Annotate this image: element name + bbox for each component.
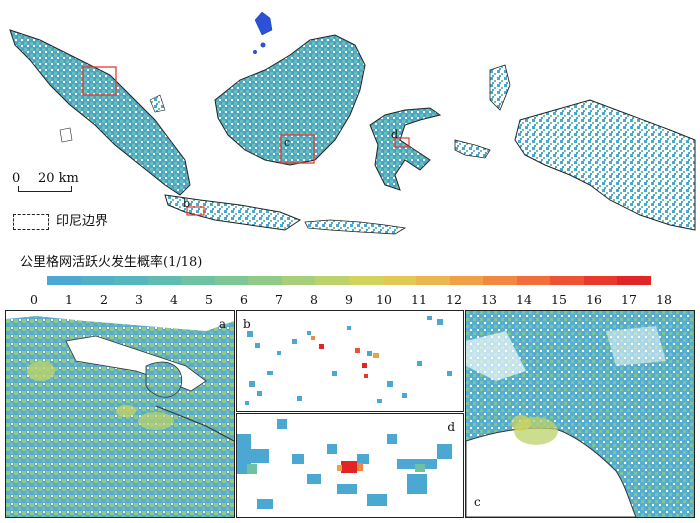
colorbar-tick-label: 7: [275, 292, 283, 307]
indonesia-fire-map: [9, 11, 696, 235]
inset-c-locator: [280, 134, 315, 164]
panel-d-label: d: [447, 420, 455, 434]
colorbar-tick-label: 3: [135, 292, 143, 307]
colorbar-tick-label: 15: [551, 292, 567, 307]
colorbar-tick-label: 4: [170, 292, 178, 307]
colorbar-tick-label: 10: [376, 292, 392, 307]
colorbar-segment: [382, 276, 417, 285]
colorbar-segment: [349, 276, 384, 285]
colorbar-segment: [80, 276, 115, 285]
panel-b-label: b: [243, 317, 251, 331]
colorbar-tick-label: 12: [446, 292, 462, 307]
colorbar-segment: [281, 276, 316, 285]
inset-b-locator: [186, 206, 205, 216]
inset-c-locator-label: c: [284, 136, 291, 149]
colorbar-segment: [416, 276, 451, 285]
colorbar-tick-label: 0: [30, 292, 38, 307]
panel-b: b: [236, 310, 464, 412]
nusa-tenggara: [304, 219, 407, 235]
colorbar-tick-label: 6: [240, 292, 248, 307]
colorbar-segment: [114, 276, 149, 285]
panel-d: d: [236, 413, 464, 518]
colorbar-tick-label: 8: [310, 292, 318, 307]
java-island: [164, 194, 302, 231]
colorbar-tick-label: 11: [411, 292, 427, 307]
panel-c-map: [466, 311, 694, 517]
boundary-legend-swatch: [13, 214, 49, 230]
papua-island: [514, 99, 696, 231]
colorbar-segment: [214, 276, 249, 285]
colorbar-title: 公里格网活跃火发生概率(1/18): [20, 255, 203, 270]
colorbar-tick-label: 2: [100, 292, 108, 307]
colorbar-segment: [181, 276, 216, 285]
colorbar-tick-label: 9: [345, 292, 353, 307]
colorbar-segment: [449, 276, 484, 285]
sumatra-island: [9, 29, 191, 196]
inset-d-locator: [394, 137, 410, 148]
colorbar-segment: [516, 276, 551, 285]
borneo-island: [214, 34, 366, 166]
panel-c-label: c: [474, 495, 481, 509]
colorbar-segment: [483, 276, 518, 285]
colorbar-tick-label: 13: [481, 292, 497, 307]
inset-b-locator-label: b: [183, 197, 191, 210]
colorbar-segment: [550, 276, 585, 285]
panel-c: c: [465, 310, 695, 518]
boundary-legend-label: 印尼边界: [56, 214, 109, 229]
colorbar: [47, 276, 652, 285]
panel-b-map: [245, 316, 452, 405]
scale-bar: [18, 186, 72, 192]
panel-a-label: a: [218, 317, 226, 331]
panel-a: a: [5, 310, 235, 518]
colorbar-segment: [47, 276, 82, 285]
colorbar-segment: [617, 276, 652, 285]
colorbar-ticks: 0 1 2 3 4 5 6 7 8 9 10 11 12 13 14 15 16 17 18: [0, 292, 700, 308]
colorbar-tick-label: 14: [516, 292, 532, 307]
colorbar-tick-label: 18: [656, 292, 672, 307]
colorbar-tick-label: 17: [621, 292, 637, 307]
sulawesi-island: [369, 107, 442, 191]
inset-a-locator: [82, 66, 117, 96]
colorbar-segment: [315, 276, 350, 285]
colorbar-segment: [248, 276, 283, 285]
colorbar-tick-label: 1: [65, 292, 73, 307]
scale-bar-zero: 0: [12, 171, 21, 186]
colorbar-segment: [583, 276, 618, 285]
inset-d-locator-label: d: [391, 128, 399, 141]
colorbar-tick-label: 16: [586, 292, 602, 307]
panel-a-map: [6, 311, 234, 517]
maluku-islands: [454, 139, 491, 159]
panel-d-map: [237, 419, 452, 509]
colorbar-segment: [147, 276, 182, 285]
scale-bar-value: 20 km: [38, 171, 79, 186]
colorbar-tick-label: 5: [205, 292, 213, 307]
